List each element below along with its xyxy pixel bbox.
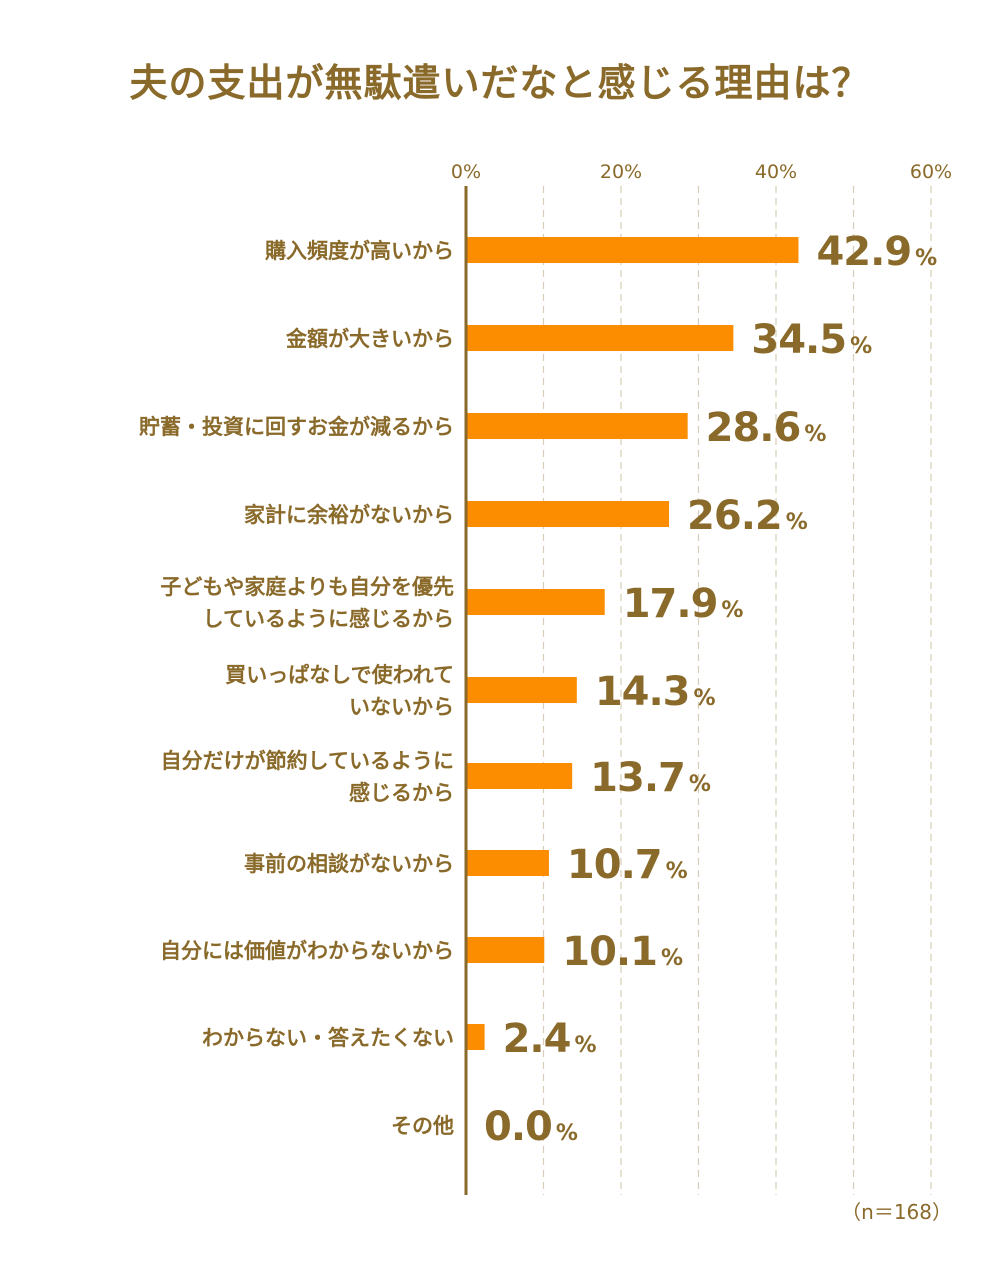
category-label: 金額が大きいから [285,327,454,351]
category-label: 事前の相談がないから [244,852,454,876]
value-number: 0.0 [484,1104,552,1150]
bar [466,501,670,527]
bar [466,850,549,876]
bar [466,589,605,615]
value-label: 42.9% [816,229,937,275]
value-unit: % [786,510,808,535]
value-unit: % [574,1033,596,1058]
value-number: 26.2 [687,493,782,539]
bars [466,237,799,1050]
value-unit: % [804,422,826,447]
category-label: 貯蓄・投資に回すお金が減るから [139,415,454,439]
category-label: 自分には価値がわからないから [160,939,454,963]
value-unit: % [689,772,711,797]
value-unit: % [915,246,937,271]
sample-size-note: （n＝168） [841,1200,952,1224]
category-label: いないから [349,695,454,719]
value-unit: % [666,859,688,884]
value-number: 42.9 [816,229,911,275]
value-labels: 42.9 %34.5 %28.6 %26.2 %17.9 %14.3 %13.7 %10.7%… [484,229,938,1150]
category-labels: 購入頻度が高いから金額が大きいから貯蓄・投資に回すお金が減るから家計に余裕がない… [139,239,454,1138]
value-number: 34.5 [751,317,846,363]
x-tick-label: 20% [600,161,642,183]
value-label: 10.1% [562,929,683,975]
category-label: 購入頻度が高いから [264,239,454,263]
bar [466,325,734,351]
category-label: 自分だけが節約しているように [161,749,454,773]
value-number: 13.7 [590,755,685,801]
bar [466,237,799,263]
category-label: 子どもや家庭よりも自分を優先 [160,575,454,599]
value-label: 0.0% [484,1104,578,1150]
value-unit: % [694,686,716,711]
chart-title: 夫の支出が無駄遣いだなと感じる理由は？ [129,61,871,105]
x-axis-ticks: 0% 20% 40% 60% [451,161,952,183]
value-number: 2.4 [503,1016,571,1062]
value-unit: % [721,598,743,623]
x-tick-label: 60% [910,161,952,183]
bar [466,1024,485,1050]
value-label: 17.9% [623,581,744,627]
value-number: 14.3 [595,669,690,715]
category-label: 家計に余裕がないから [244,503,454,527]
category-label: 買いっぱなしで使われて [225,663,454,687]
bar [466,677,577,703]
value-label: 26.2% [687,493,808,539]
value-label: 28.6% [706,405,827,451]
value-number: 10.1 [562,929,657,975]
value-unit: % [556,1121,578,1146]
value-number: 28.6 [706,405,801,451]
bar [466,937,545,963]
value-label: 13.7% [590,755,711,801]
bar [466,413,688,439]
category-label: 感じるから [349,781,454,805]
value-unit: % [850,334,872,359]
value-label: 34.5% [751,317,872,363]
bar [466,763,573,789]
category-label: わからない・答えたくない [202,1026,454,1050]
value-label: 14.3% [595,669,716,715]
category-label: しているように感じるから [203,607,454,631]
x-tick-label: 40% [755,161,797,183]
value-number: 17.9 [623,581,718,627]
value-unit: % [661,946,683,971]
value-number: 10.7 [567,842,662,888]
value-label: 10.7% [567,842,688,888]
category-label: その他 [391,1114,454,1138]
value-label: 2.4% [503,1016,597,1062]
x-tick-label: 0% [451,161,481,183]
